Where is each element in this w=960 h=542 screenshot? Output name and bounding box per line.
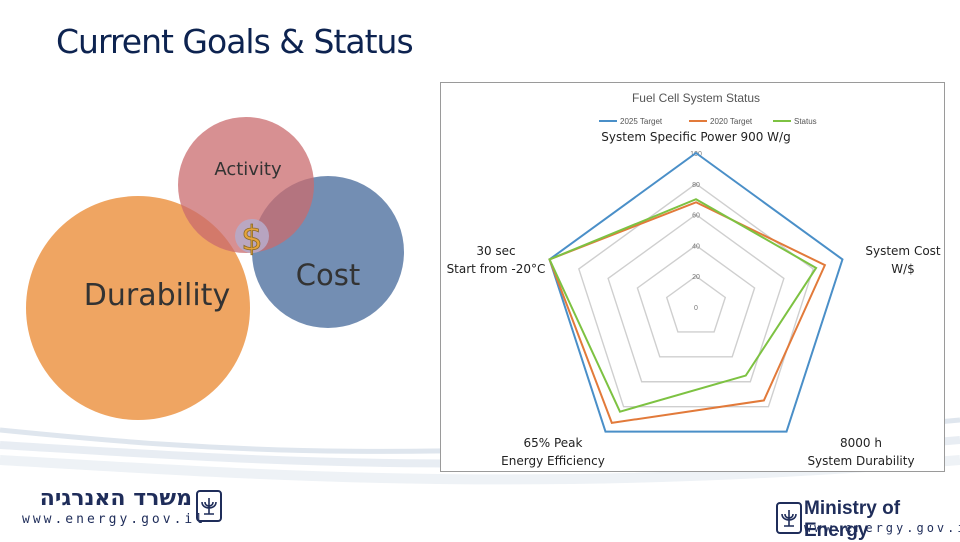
legend-entry: Status (794, 117, 817, 126)
tick-label: 40 (692, 243, 700, 250)
tick-label: 80 (692, 182, 700, 189)
dollar-sign: $ (241, 219, 263, 259)
dollar-coin-icon (235, 219, 269, 253)
legend-entry: 2020 Target (710, 117, 753, 126)
axis-label: System Cost (865, 244, 941, 258)
tick-label: 0 (694, 305, 698, 312)
series-line (548, 198, 818, 413)
menorah-emblem-icon (196, 490, 222, 522)
axis-label: Start from -20°C (447, 262, 546, 276)
durability-circle (26, 196, 250, 420)
durability-label: Durability (84, 278, 230, 313)
axis-label: 30 sec (476, 244, 515, 258)
grid-ring (607, 213, 785, 383)
tick-label: 100 (690, 151, 702, 158)
axis-label: Energy Efficiency (501, 454, 605, 468)
website-url-right: www.energy.gov.il (804, 521, 960, 535)
axis-label: System Specific Power 900 W/g (601, 130, 790, 144)
tick-label: 20 (692, 274, 700, 281)
axis-label: W/$ (891, 262, 915, 276)
series-line (548, 151, 844, 433)
axis-label: System Durability (807, 454, 914, 468)
ministry-hebrew-name: משרד האנרגיה (39, 486, 192, 511)
website-url-left: www.energy.gov.il (22, 512, 207, 527)
activity-label: Activity (214, 159, 282, 180)
activity-circle (178, 117, 314, 253)
grid-ring (636, 244, 756, 358)
radar-chart: Fuel Cell System Status 2025 Target 2020 T… (447, 91, 941, 468)
chart-title: Fuel Cell System Status (632, 91, 760, 105)
chart-frame: Fuel Cell System Status 2025 Target 2020 T… (440, 82, 945, 472)
axis-label: 65% Peak (524, 436, 583, 450)
slide-title: Current Goals & Status (56, 22, 414, 61)
tick-label: 60 (692, 213, 700, 220)
ministry-english-name: Ministry of Energy (804, 498, 901, 541)
grid-ring (665, 275, 727, 333)
cost-label: Cost (296, 258, 360, 292)
series-line (548, 201, 827, 424)
venn-diagram: $ Activity Durability Cost (26, 117, 404, 420)
legend-entry: 2025 Target (620, 117, 663, 126)
menorah-emblem-icon (776, 502, 802, 534)
axis-label: 8000 h (840, 436, 882, 450)
